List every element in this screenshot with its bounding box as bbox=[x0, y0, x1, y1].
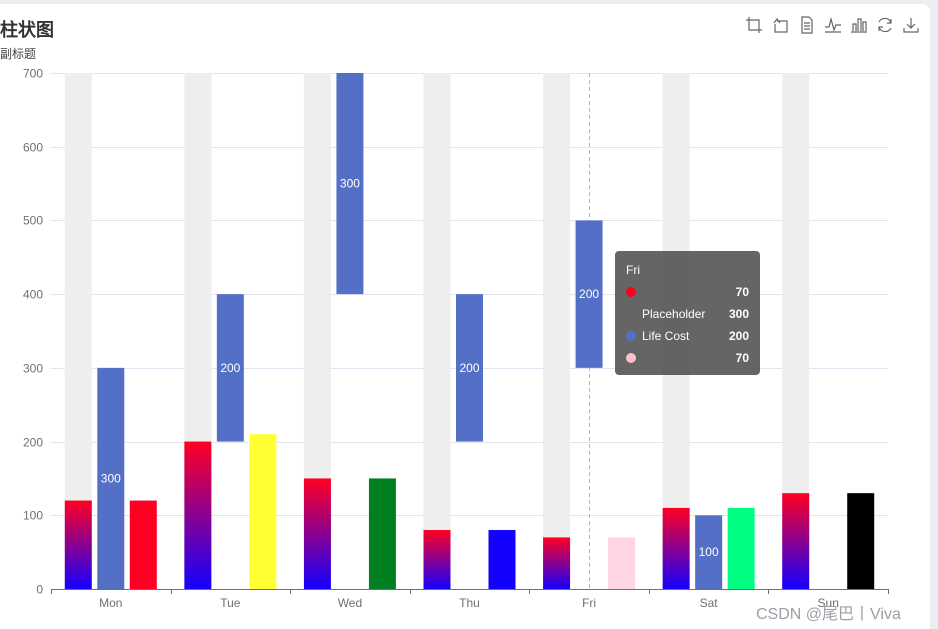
x-tick-label: Sun bbox=[818, 596, 839, 610]
x-tick-label: Tue bbox=[220, 596, 241, 610]
background-bar bbox=[423, 73, 451, 589]
save-image-icon[interactable] bbox=[901, 15, 921, 35]
bar-life-cost bbox=[695, 515, 723, 589]
series-marker-icon bbox=[626, 353, 636, 363]
bar-life-cost bbox=[336, 73, 364, 295]
bar-series1 bbox=[662, 507, 690, 589]
tooltip-row: Life Cost 200 bbox=[626, 325, 749, 347]
tooltip-row: 70 bbox=[626, 347, 749, 369]
x-tick-label: Mon bbox=[99, 596, 122, 610]
tooltip-series-value: 200 bbox=[728, 329, 749, 343]
watermark: CSDN @尾巴丨Viva bbox=[756, 606, 901, 623]
bar-data-label: 300 bbox=[101, 471, 121, 485]
chart-subtitle: 副标题 bbox=[0, 47, 37, 61]
bar-life-cost bbox=[456, 294, 483, 442]
bar-life-cost bbox=[575, 220, 603, 368]
bar-series4 bbox=[847, 493, 875, 589]
y-tick-label: 700 bbox=[23, 67, 43, 81]
chart-tooltip: Fri 70 Placeholder 300 Life Cost 200 70 bbox=[615, 251, 760, 375]
x-tick-label: Wed bbox=[338, 596, 362, 610]
bar-series4 bbox=[727, 507, 755, 589]
bar-series1 bbox=[782, 493, 810, 589]
y-tick-label: 500 bbox=[23, 214, 43, 228]
y-tick-label: 400 bbox=[23, 288, 43, 302]
bar-series1 bbox=[543, 537, 571, 589]
bar-life-cost bbox=[216, 294, 244, 442]
bar-series4 bbox=[608, 537, 636, 589]
zoom-icon[interactable] bbox=[745, 15, 765, 35]
tooltip-series-value: 70 bbox=[735, 351, 749, 365]
bar-series4 bbox=[368, 478, 396, 589]
tooltip-row: 70 bbox=[626, 281, 749, 303]
series-marker-icon bbox=[626, 287, 636, 297]
zoom-reset-icon[interactable] bbox=[771, 15, 791, 35]
bar-data-label: 200 bbox=[579, 287, 599, 301]
tooltip-series-value: 70 bbox=[735, 285, 749, 299]
bar-data-label: 200 bbox=[220, 361, 240, 375]
tooltip-row: Placeholder 300 bbox=[626, 303, 749, 325]
tooltip-series-value: 300 bbox=[728, 307, 749, 321]
series-marker-icon bbox=[626, 331, 636, 341]
tooltip-series-name: Placeholder bbox=[642, 307, 706, 321]
bar-series4 bbox=[129, 500, 157, 589]
y-tick-label: 600 bbox=[23, 141, 43, 155]
x-tick-label: Fri bbox=[582, 596, 596, 610]
x-tick-label: Thu bbox=[459, 596, 480, 610]
x-tick-label: Sat bbox=[700, 596, 719, 610]
bar-series1 bbox=[423, 530, 451, 589]
bar-data-label: 300 bbox=[340, 177, 360, 191]
bar-series1 bbox=[184, 441, 212, 589]
bar-series4 bbox=[488, 530, 516, 589]
y-tick-label: 100 bbox=[23, 509, 43, 523]
y-tick-label: 300 bbox=[23, 362, 43, 376]
series-marker-icon bbox=[626, 309, 636, 319]
background-bar bbox=[543, 73, 571, 589]
bar-life-cost bbox=[97, 367, 125, 589]
line-chart-icon[interactable] bbox=[823, 15, 843, 35]
restore-icon[interactable] bbox=[875, 15, 895, 35]
y-tick-label: 200 bbox=[23, 436, 43, 450]
chart-title: 柱状图 bbox=[0, 20, 54, 40]
bar-data-label: 200 bbox=[459, 361, 479, 375]
bar-series1 bbox=[303, 478, 331, 589]
chart-toolbox bbox=[745, 15, 921, 35]
bar-data-label: 100 bbox=[699, 545, 719, 559]
bar-chart-icon[interactable] bbox=[849, 15, 869, 35]
bar-series4 bbox=[249, 434, 277, 589]
tooltip-series-name: Life Cost bbox=[642, 329, 690, 343]
tooltip-title: Fri bbox=[626, 263, 640, 277]
y-tick-label: 0 bbox=[36, 583, 43, 597]
bar-series1 bbox=[64, 500, 92, 589]
data-view-icon[interactable] bbox=[797, 15, 817, 35]
